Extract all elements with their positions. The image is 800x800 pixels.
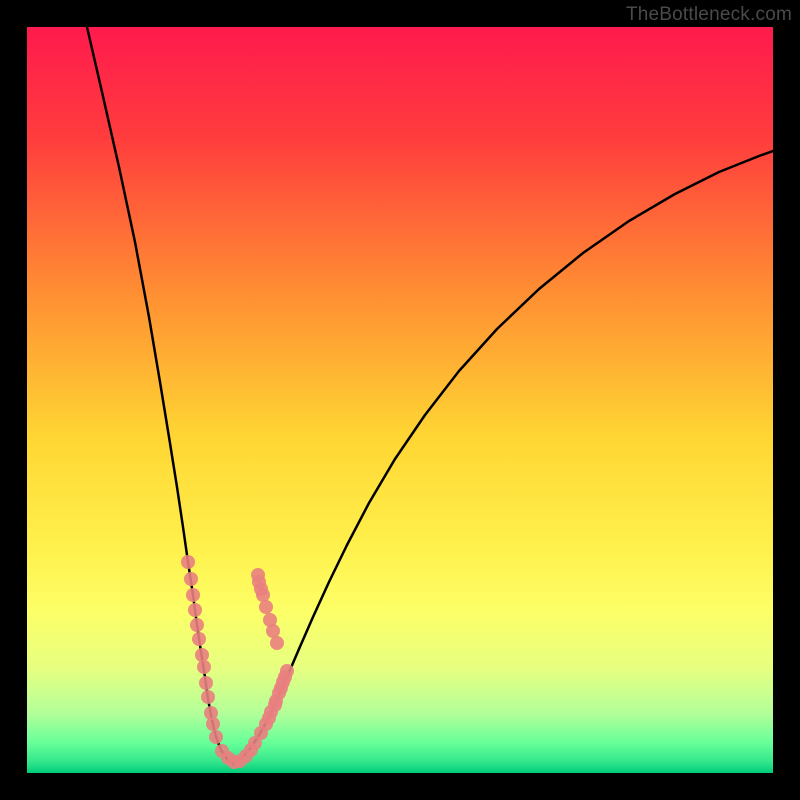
data-marker	[199, 676, 213, 690]
data-marker	[186, 588, 200, 602]
curve-svg	[27, 27, 773, 773]
left-branch-path	[87, 27, 234, 764]
data-marker	[206, 717, 220, 731]
data-marker	[254, 582, 268, 596]
data-marker	[266, 624, 280, 638]
marker-group	[181, 555, 294, 769]
right-branch-path	[234, 151, 773, 764]
data-marker	[209, 730, 223, 744]
data-marker	[197, 660, 211, 674]
data-marker	[262, 711, 276, 725]
data-marker	[195, 648, 209, 662]
data-marker	[259, 600, 273, 614]
plot-area	[27, 27, 773, 773]
data-marker	[184, 572, 198, 586]
data-marker	[181, 555, 195, 569]
data-marker	[190, 618, 204, 632]
data-marker	[192, 632, 206, 646]
data-marker	[270, 636, 284, 650]
data-marker	[251, 568, 265, 582]
data-marker	[201, 690, 215, 704]
chart-container: TheBottleneck.com	[0, 0, 800, 800]
data-marker	[188, 603, 202, 617]
data-marker	[280, 664, 294, 678]
data-marker	[268, 698, 282, 712]
watermark-text: TheBottleneck.com	[626, 4, 792, 26]
